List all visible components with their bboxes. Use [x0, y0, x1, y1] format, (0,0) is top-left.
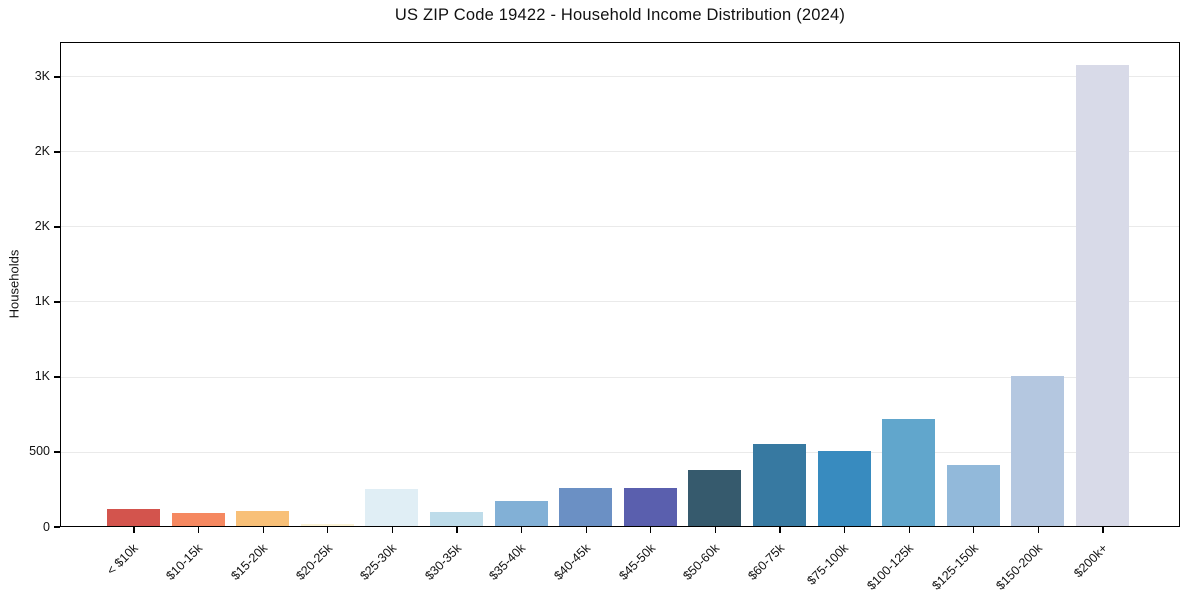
bar-12 [882, 418, 936, 526]
x-tick-label: $45-50k [615, 541, 658, 583]
x-tick-label: $35-40k [486, 541, 529, 583]
x-tick-mark [520, 527, 523, 533]
x-tick-label: $15-20k [228, 541, 271, 583]
bar-8 [623, 487, 677, 526]
x-tick-mark [585, 527, 587, 533]
bar-10 [753, 443, 806, 526]
bar-9 [688, 469, 742, 526]
x-tick-mark [843, 527, 846, 533]
x-tick-mark [908, 527, 910, 533]
bar-6 [494, 500, 548, 526]
x-tick-mark [456, 527, 458, 533]
y-tick-mark [54, 376, 60, 378]
chart-title: US ZIP Code 19422 - Household Income Dis… [394, 6, 846, 24]
gridline [61, 226, 1179, 228]
y-tick-label: 1K [34, 369, 50, 384]
bar-11 [817, 451, 871, 526]
bar-15 [1076, 65, 1129, 526]
y-tick-mark [54, 526, 60, 528]
gridline [61, 301, 1179, 303]
x-tick-label: $125-150k [929, 541, 981, 590]
bar-1 [171, 512, 225, 526]
x-tick-label: $100-125k [864, 541, 917, 590]
x-tick-mark [327, 527, 329, 533]
bar-14 [1011, 376, 1065, 526]
y-axis-label: Households [6, 249, 22, 319]
y-tick-mark [54, 151, 60, 153]
x-tick-mark [391, 527, 394, 533]
bar-3 [300, 523, 354, 526]
bar-2 [236, 511, 290, 526]
x-tick-mark [1037, 527, 1040, 533]
bar-4 [365, 488, 419, 526]
bar-5 [430, 511, 483, 526]
y-tick-label: 2K [34, 144, 50, 159]
y-tick-mark [54, 226, 60, 228]
y-tick-label: 1K [34, 294, 50, 309]
bar-0 [107, 508, 160, 526]
x-tick-label: $20-25k [292, 541, 335, 583]
gridline [61, 76, 1179, 78]
x-tick-label: $40-45k [551, 541, 594, 583]
y-tick-mark [54, 451, 60, 453]
bar-13 [946, 464, 1000, 526]
y-tick-label: 2K [34, 219, 50, 234]
x-tick-mark [973, 527, 975, 533]
gridline [61, 451, 1179, 453]
gridline [61, 151, 1179, 153]
x-tick-label: $30-35k [422, 541, 464, 583]
x-tick-label: $75-100k [804, 541, 852, 588]
x-tick-mark [1102, 527, 1104, 533]
y-tick-mark [54, 301, 60, 303]
y-tick-label: 3K [34, 69, 50, 84]
plot-area [60, 42, 1180, 527]
x-tick-mark [714, 527, 717, 533]
x-tick-label: $50-60k [680, 541, 723, 583]
x-tick-mark [197, 527, 200, 533]
x-tick-label: $200k+ [1070, 541, 1110, 581]
x-tick-mark [133, 527, 135, 533]
x-tick-mark [262, 527, 264, 533]
x-tick-label: $150-200k [993, 541, 1046, 590]
y-tick-mark [54, 76, 60, 78]
y-tick-label: 500 [29, 444, 50, 459]
x-tick-mark [779, 527, 781, 533]
y-tick-label: 0 [43, 519, 50, 534]
x-tick-mark [650, 527, 652, 533]
x-tick-label: $60-75k [745, 541, 787, 583]
gridline [61, 376, 1179, 378]
x-tick-label: $10-15k [163, 541, 206, 583]
bar-7 [559, 487, 613, 526]
x-tick-label: $25-30k [357, 541, 400, 583]
x-tick-label: < $10k [104, 541, 141, 578]
